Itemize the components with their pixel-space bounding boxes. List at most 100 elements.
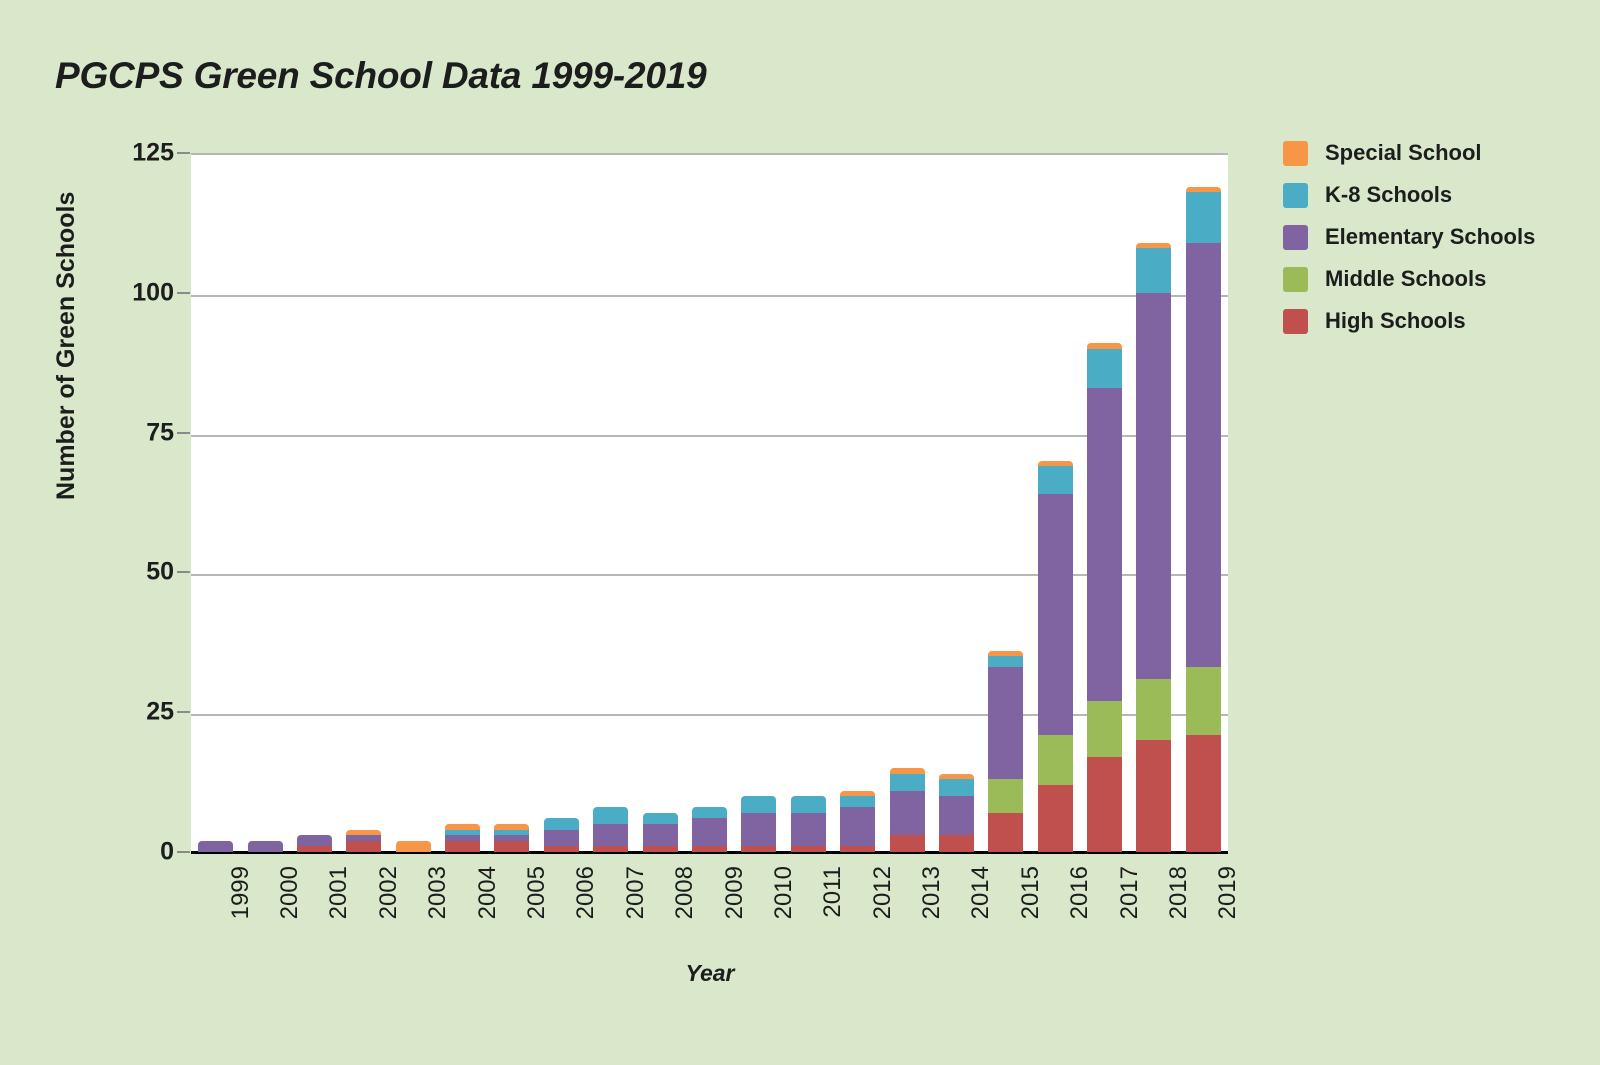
legend-item[interactable]: High Schools: [1283, 308, 1535, 334]
bar-stack[interactable]: [1185, 153, 1221, 852]
gridline-25: [191, 714, 1228, 717]
bar-segment: [395, 840, 431, 852]
bar-stack[interactable]: [543, 153, 579, 852]
bar-segment: [889, 835, 925, 852]
bar-stack[interactable]: [247, 153, 283, 852]
bar-segment: [1087, 756, 1123, 852]
bar-segment: [988, 812, 1024, 852]
bar-stack[interactable]: [593, 153, 629, 852]
bar-segment: [1087, 348, 1123, 388]
x-tick-label-2010: 2010: [769, 866, 797, 920]
bar-segment: [1037, 494, 1073, 735]
legend-item[interactable]: Elementary Schools: [1283, 224, 1535, 250]
y-tick-mark-100: [177, 291, 190, 294]
bar-segment: [938, 835, 974, 852]
gridline-75: [191, 434, 1228, 437]
bar-segment: [296, 835, 332, 847]
legend-item[interactable]: Special School: [1283, 140, 1535, 166]
x-tick-label-2012: 2012: [868, 866, 896, 920]
x-tick-label-2015: 2015: [1016, 866, 1044, 920]
bar-stack[interactable]: [1136, 153, 1172, 852]
bar-stack[interactable]: [198, 153, 234, 852]
x-tick-label-2014: 2014: [967, 866, 995, 920]
bar-segment: [938, 773, 974, 780]
bar-segment: [1037, 466, 1073, 495]
bar-segment: [494, 835, 530, 841]
bar-segment: [692, 807, 727, 819]
chart-legend: Special School K-8 Schools Elementary Scho…: [1283, 140, 1535, 334]
bar-segment: [889, 790, 925, 836]
y-tick-label-50: 50: [146, 557, 174, 586]
bar-segment: [642, 812, 678, 825]
bar-segment: [1136, 242, 1172, 249]
bar-segment: [543, 829, 579, 847]
legend-item[interactable]: Middle Schools: [1283, 266, 1535, 292]
legend-label: Special School: [1325, 140, 1482, 165]
bar-segment: [593, 846, 629, 852]
bar-stack[interactable]: [938, 153, 974, 852]
x-tick-label-2019: 2019: [1214, 866, 1242, 920]
legend-label: Elementary Schools: [1325, 224, 1536, 249]
bar-stack[interactable]: [445, 153, 481, 852]
bar-segment: [494, 829, 530, 836]
y-axis-title: Number of Green Schools: [52, 191, 80, 500]
bar-segment: [445, 824, 481, 830]
x-tick-label-2017: 2017: [1115, 866, 1143, 920]
bar-stack[interactable]: [840, 153, 876, 852]
bar-segment: [1185, 186, 1221, 193]
legend-item[interactable]: K-8 Schools: [1283, 182, 1535, 208]
bar-segment: [1136, 292, 1172, 679]
bar-stack[interactable]: [1037, 153, 1073, 852]
bar-stack[interactable]: [642, 153, 678, 852]
bar-stack[interactable]: [988, 153, 1024, 852]
bar-segment: [642, 824, 678, 847]
bar-segment: [247, 840, 283, 852]
x-tick-label-2004: 2004: [473, 866, 501, 920]
bar-segment: [494, 840, 530, 852]
y-tick-mark-0: [177, 851, 190, 853]
legend-label: High Schools: [1325, 308, 1466, 333]
chart-title: PGCPS Green School Data 1999-2019: [55, 55, 707, 96]
y-tick-label-75: 75: [146, 418, 174, 447]
legend-swatch-icon: [1283, 266, 1308, 292]
y-tick-label-100: 100: [132, 278, 174, 307]
bar-segment: [1185, 734, 1221, 852]
x-tick-label-2007: 2007: [621, 866, 649, 920]
bar-segment: [1185, 667, 1221, 735]
x-tick-label-2018: 2018: [1164, 866, 1192, 920]
legend-label: K-8 Schools: [1325, 182, 1453, 207]
y-tick-mark-125: [177, 152, 190, 154]
bar-stack[interactable]: [889, 153, 925, 852]
bar-segment: [198, 840, 234, 852]
bar-segment: [1136, 248, 1172, 293]
bar-segment: [494, 824, 530, 830]
bar-segment: [296, 846, 332, 852]
bar-stack[interactable]: [741, 153, 777, 852]
legend-swatch-icon: [1283, 308, 1308, 334]
x-tick-label-2006: 2006: [572, 866, 600, 920]
y-tick-label-125: 125: [132, 138, 174, 167]
gridline-100: [191, 294, 1228, 297]
x-tick-label-2016: 2016: [1066, 866, 1094, 920]
bar-stack[interactable]: [790, 153, 826, 852]
bar-segment: [988, 667, 1024, 780]
bar-segment: [840, 796, 876, 808]
legend-swatch-icon: [1283, 224, 1308, 250]
bar-segment: [1087, 701, 1123, 757]
bar-stack[interactable]: [296, 153, 332, 852]
x-tick-label-2005: 2005: [522, 866, 550, 920]
y-tick-mark-75: [177, 431, 190, 434]
legend-label: Middle Schools: [1325, 266, 1487, 291]
bar-segment: [840, 846, 876, 852]
bar-stack[interactable]: [395, 153, 431, 852]
bar-segment: [346, 829, 382, 836]
bar-segment: [1136, 678, 1172, 741]
bar-segment: [1037, 460, 1073, 467]
bar-stack[interactable]: [1087, 153, 1123, 852]
bar-stack[interactable]: [494, 153, 530, 852]
bar-stack[interactable]: [692, 153, 727, 852]
bar-stack[interactable]: [346, 153, 382, 852]
bar-segment: [889, 773, 925, 791]
legend-swatch-icon: [1283, 182, 1308, 208]
bar-segment: [593, 824, 629, 847]
